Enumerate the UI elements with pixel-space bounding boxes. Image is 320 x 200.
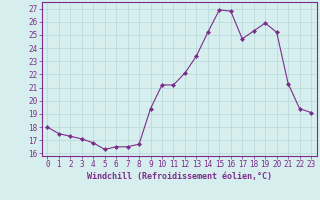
X-axis label: Windchill (Refroidissement éolien,°C): Windchill (Refroidissement éolien,°C) xyxy=(87,172,272,181)
